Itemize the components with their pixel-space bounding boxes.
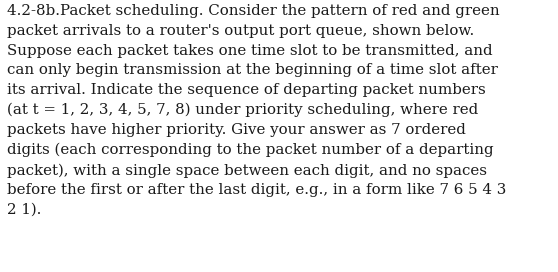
Text: 4.2-8b.Packet scheduling. Consider the pattern of red and green
packet arrivals : 4.2-8b.Packet scheduling. Consider the p… <box>7 4 507 217</box>
